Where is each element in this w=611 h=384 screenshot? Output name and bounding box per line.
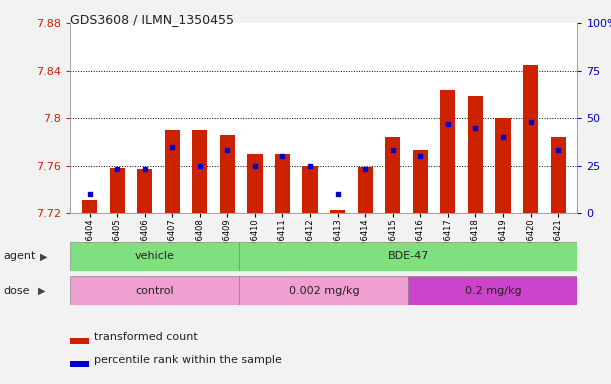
Text: agent: agent (3, 251, 35, 262)
Text: 0.2 mg/kg: 0.2 mg/kg (464, 286, 521, 296)
Text: dose: dose (3, 286, 29, 296)
Text: vehicle: vehicle (135, 251, 175, 262)
Bar (441, 89, 455, 213)
Bar (137, 169, 152, 213)
Bar (468, 96, 483, 213)
Text: 0.002 mg/kg: 0.002 mg/kg (288, 286, 359, 296)
Text: ▶: ▶ (40, 251, 47, 262)
Bar (164, 130, 180, 213)
Bar (192, 130, 207, 213)
Bar (496, 118, 511, 213)
Bar (240, 276, 408, 305)
Bar (275, 154, 290, 213)
Bar (70, 361, 89, 367)
Bar (82, 200, 97, 213)
Bar (385, 137, 400, 213)
Bar (523, 65, 538, 213)
Bar (408, 276, 577, 305)
Bar (330, 210, 345, 213)
Text: percentile rank within the sample: percentile rank within the sample (94, 356, 282, 366)
Bar (412, 150, 428, 213)
Bar (247, 154, 263, 213)
Text: GDS3608 / ILMN_1350455: GDS3608 / ILMN_1350455 (70, 13, 234, 26)
Text: control: control (136, 286, 174, 296)
Text: BDE-47: BDE-47 (387, 251, 429, 262)
Text: ▶: ▶ (38, 286, 45, 296)
Bar (70, 276, 240, 305)
Bar (109, 168, 125, 213)
Bar (70, 338, 89, 344)
Bar (70, 242, 240, 271)
Text: transformed count: transformed count (94, 331, 198, 341)
Bar (357, 167, 373, 213)
Bar (551, 137, 566, 213)
Bar (240, 242, 577, 271)
Bar (220, 135, 235, 213)
Bar (302, 166, 318, 213)
